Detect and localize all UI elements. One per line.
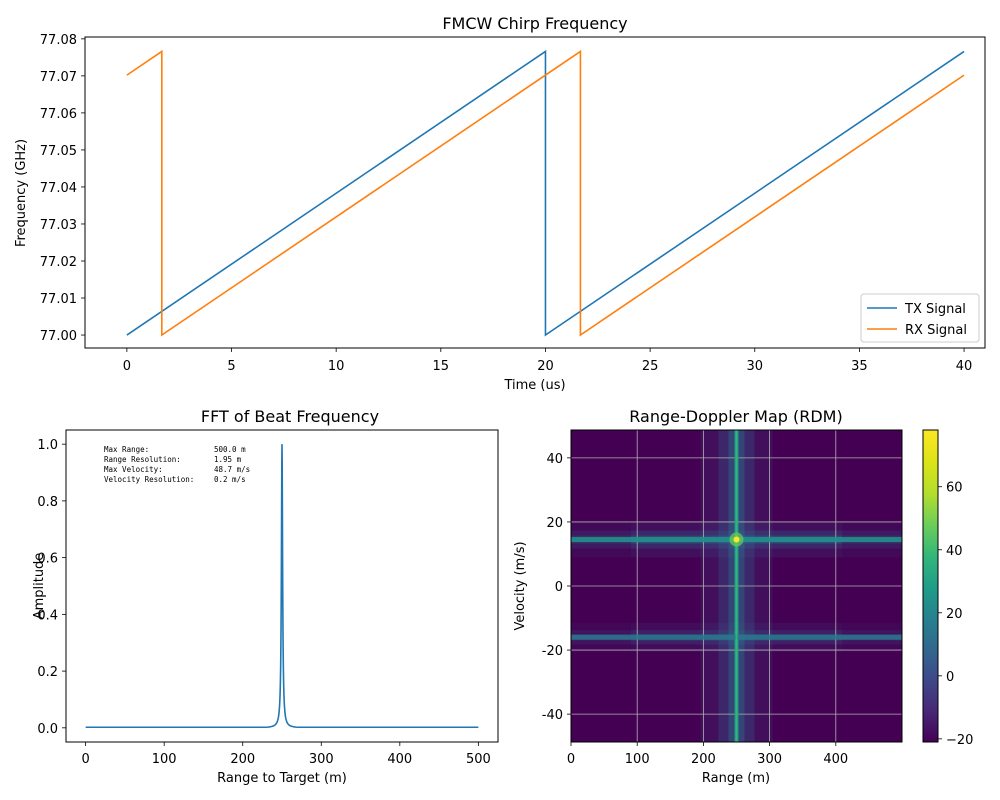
fft-x-tick-label: 400 [387,752,412,767]
chirp-series-line-1 [126,49,965,337]
fft-x-ticks: 0 100 200 300 400 500 [81,742,491,767]
fft-y-tick-label: 0.0 [37,722,58,737]
colorbar-tick-label: −20 [946,733,973,748]
colorbar-tick-label: 60 [946,481,963,496]
chirp-series-line-0 [126,49,965,337]
rdm-x-axis-label: Range (m) [702,771,770,786]
colorbar-gradient [922,429,939,743]
chirp-x-tick-label: 5 [227,359,235,374]
chirp-x-axis-label: Time (us) [503,378,565,393]
fft-y-axis-label: Amplitude [32,553,47,620]
fft-y-tick-label: 0.6 [37,552,58,567]
chirp-x-tick-label: 40 [956,359,973,374]
fft-series-group [85,444,479,729]
annotation-label: Max Velocity: [104,465,163,474]
chirp-x-tick-label: 35 [851,359,868,374]
chirp-y-tick-label: 77.07 [40,70,77,85]
chirp-y-tick-label: 77.02 [40,255,77,270]
rdm-x-tick-label: 100 [625,752,650,767]
annotation-value: 1.95 m [214,455,242,464]
rdm-x-tick-label: 400 [823,752,848,767]
fft-y-ticks: 0.0 0.2 0.4 0.6 0.8 1.0 [37,438,66,737]
chirp-chart: FMCW Chirp Frequency 0 5 10 15 20 25 30 35 40 77… [14,14,986,393]
fft-y-tick-label: 0.2 [37,665,58,680]
fft-x-tick-label: 500 [466,752,491,767]
annotation-value: 500.0 m [214,445,246,454]
fft-y-tick-label: 0.4 [37,608,58,623]
rdm-heatmap [571,430,902,742]
chirp-y-tick-label: 77.01 [40,292,77,307]
legend-tx-label: TX Signal [904,302,966,317]
chirp-chart-title: FMCW Chirp Frequency [442,14,627,33]
rdm-range-core [735,430,738,742]
rdm-y-axis-label: Velocity (m/s) [513,541,528,630]
chirp-x-tick-label: 25 [642,359,659,374]
annotation-value: 48.7 m/s [214,465,250,474]
chirp-y-tick-label: 77.08 [40,33,77,48]
chirp-y-axis-label: Frequency (GHz) [14,139,29,247]
rdm-colorbar: −20 0 20 40 60 [922,429,973,748]
chirp-legend: TX Signal RX Signal [860,293,980,343]
legend-rx-label: RX Signal [905,323,967,338]
rdm-x-tick-label: 200 [691,752,716,767]
rdm-x-tick-label: 0 [567,752,575,767]
rdm-y-tick-label: 40 [546,452,563,467]
fft-x-tick-label: 0 [81,752,89,767]
annotation-label: Max Range: [104,445,149,454]
rdm-grid [571,430,902,742]
chirp-x-tick-label: 0 [123,359,131,374]
fft-chart: FFT of Beat Frequency 0 100 200 300 400 500 0… [32,407,499,786]
rdm-y-tick-label: -20 [542,644,563,659]
chirp-y-tick-label: 77.05 [40,144,77,159]
colorbar-ticks: −20 0 20 40 60 [938,481,973,748]
legend-frame [860,293,980,343]
chirp-x-tick-label: 15 [433,359,450,374]
chirp-y-tick-label: 77.00 [40,329,77,344]
colorbar-tick-label: 40 [946,544,963,559]
fft-annotation: Max Range: 500.0 m Range Resolution: 1.95 m… [104,445,250,484]
rdm-chart-title: Range-Doppler Map (RDM) [629,407,842,426]
chirp-y-tick-label: 77.06 [40,107,77,122]
annotation-label: Velocity Resolution: [104,475,194,484]
chirp-series-group [126,49,965,337]
fft-series-line [85,444,479,729]
fft-x-tick-label: 300 [309,752,334,767]
rdm-y-ticks: -40 -20 0 20 40 [542,452,571,723]
rdm-target-peak [733,536,740,543]
fft-chart-title: FFT of Beat Frequency [201,407,379,426]
fft-x-tick-label: 200 [230,752,255,767]
rdm-signal-lines [571,430,902,742]
fft-x-tick-label: 100 [152,752,177,767]
annotation-label: Range Resolution: [104,455,181,464]
fft-y-tick-label: 0.8 [37,495,58,510]
rdm-chart: Range-Doppler Map (RDM) 0 100 200 300 400 -4… [513,407,973,786]
chirp-x-tick-label: 30 [746,359,763,374]
chirp-y-tick-label: 77.03 [40,218,77,233]
rdm-x-ticks: 0 100 200 300 400 [567,742,848,767]
chirp-plot-frame [84,36,986,349]
chirp-x-ticks: 0 5 10 15 20 25 30 35 40 [123,348,973,374]
chirp-x-tick-label: 10 [328,359,345,374]
rdm-y-tick-label: 20 [546,516,563,531]
rdm-y-tick-label: 0 [555,580,563,595]
chirp-y-tick-label: 77.04 [40,181,77,196]
colorbar-tick-label: 20 [946,607,963,622]
rdm-y-tick-label: -40 [542,708,563,723]
chirp-x-tick-label: 20 [537,359,554,374]
annotation-value: 0.2 m/s [214,475,246,484]
fft-plot-frame [65,429,499,743]
fft-y-tick-label: 1.0 [37,438,58,453]
colorbar-tick-label: 0 [946,670,954,685]
chirp-y-ticks: 77.00 77.01 77.02 77.03 77.04 77.05 77.06 77.07… [40,33,85,344]
rdm-x-tick-label: 300 [757,752,782,767]
fft-x-axis-label: Range to Target (m) [217,771,347,786]
